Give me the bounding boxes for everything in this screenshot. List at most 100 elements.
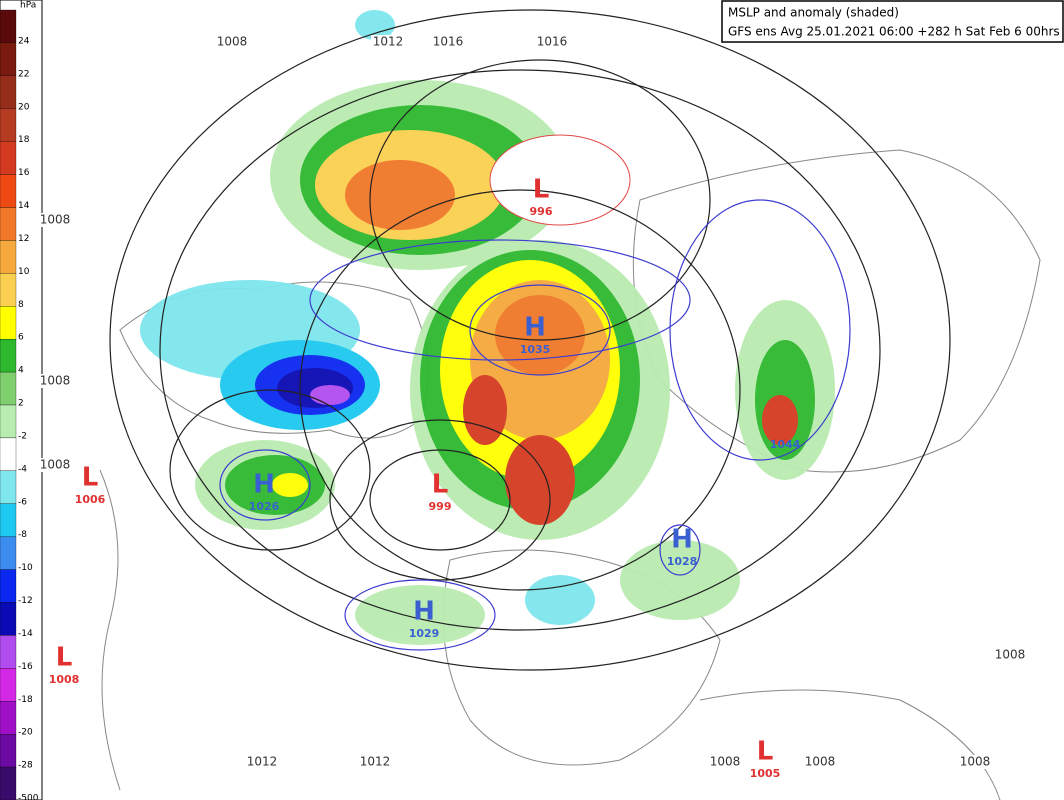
colorbar-label: -20 — [18, 728, 33, 738]
colorbar-swatch — [0, 536, 17, 570]
colorbar-swatch — [0, 371, 17, 406]
colorbar-swatch — [0, 602, 17, 636]
colorbar-label: -18 — [18, 695, 33, 705]
isobar-label: 1008 — [40, 213, 71, 227]
title: MSLP and anomaly (shaded) — [728, 6, 899, 20]
isobar-label: 1008 — [40, 374, 71, 388]
isobar-label-bg — [38, 458, 72, 472]
center-letter: L — [757, 737, 774, 767]
colorbar-label: -10 — [18, 563, 33, 573]
center-pressure: 1005 — [750, 767, 781, 780]
isobar-label-bg — [708, 755, 742, 769]
isobar-label: 1012 — [360, 755, 391, 769]
colorbar-label: -2 — [18, 431, 27, 441]
isobar-label-bg — [358, 755, 392, 769]
isobar-label-bg — [993, 648, 1027, 662]
title-box: MSLP and anomaly (shaded) GFS ens Avg 25… — [721, 0, 1064, 43]
isobar-label-bg — [371, 35, 405, 49]
center-letter: H — [413, 597, 435, 627]
colorbar-label: -8 — [18, 530, 27, 540]
colorbar-label: 4 — [18, 366, 24, 376]
colorbar-swatch — [0, 306, 17, 340]
isobar-label: 1016 — [537, 35, 568, 49]
colorbar-label: 16 — [18, 168, 30, 178]
colorbar-label: 12 — [18, 234, 29, 244]
colorbar-swatch — [0, 701, 17, 735]
center-letter: L — [56, 643, 73, 673]
colorbar-swatch — [0, 108, 17, 142]
center-letter: L — [533, 175, 550, 205]
isobar-label-bg — [38, 374, 72, 388]
colorbar-swatch — [0, 9, 17, 44]
center-letter: H — [253, 470, 275, 500]
center-letter: L — [82, 463, 99, 493]
colorbar-swatch — [0, 339, 17, 373]
center-pressure: 1044 — [770, 438, 801, 451]
isobars — [109, 9, 951, 671]
colorbar: hPa 24 22 20 18 16 14 12 10 8 6 4 2 -2 -4 -6 -8 -10 -12 -14… — [0, 0, 43, 800]
colorbar-label: 6 — [18, 333, 24, 343]
center-pressure: 1028 — [667, 555, 698, 568]
colorbar-swatch — [0, 668, 17, 702]
center-letter: H — [524, 313, 546, 343]
isobar-label-bg — [431, 35, 465, 49]
colorbar-swatch — [0, 569, 17, 603]
isobar-labels: 1008 1012 1016 1016 1012 1008 1008 1008 1008 1012… — [38, 7, 1027, 769]
center-pressure: 1006 — [75, 493, 106, 506]
isobar-label: 1016 — [433, 35, 464, 49]
isobar-label-bg — [535, 35, 569, 49]
blue-isobars — [219, 199, 851, 651]
isobar-label: 1008 — [710, 755, 741, 769]
colorbar-swatch — [0, 141, 17, 175]
colorbar-swatch — [0, 766, 17, 800]
colorbar-swatch — [0, 734, 17, 768]
colorbar-swatch — [0, 404, 17, 439]
isobar-label: 1008 — [995, 648, 1026, 662]
colorbar-swatch — [0, 503, 17, 537]
center-pressure: 1029 — [409, 627, 440, 640]
center-pressure: 999 — [429, 500, 452, 513]
colorbar-swatch — [0, 207, 17, 241]
pressure-centers: H1035H1026H1029H1028L996L999L1006L1008L1… — [49, 175, 801, 781]
isobar-label: 1012 — [247, 755, 278, 769]
colorbar-label: -6 — [18, 497, 27, 507]
subtitle: GFS ens Avg 25.01.2021 06:00 +282 h Sat … — [728, 25, 1060, 39]
center-pressure: 1026 — [249, 500, 280, 513]
colorbar-label: 14 — [18, 201, 30, 211]
center-pressure: 996 — [530, 205, 553, 218]
colorbar-swatch — [0, 437, 17, 471]
isobar-label: 1008 — [960, 755, 991, 769]
center-letter: H — [671, 525, 693, 555]
isobar-label-bg — [38, 213, 72, 227]
colorbar-unit: hPa — [20, 1, 36, 11]
colorbar-label: 10 — [18, 267, 30, 277]
colorbar-label: -14 — [18, 629, 33, 639]
isobar-label-bg — [958, 755, 992, 769]
isobar-label-bg — [215, 35, 249, 49]
isobar-label-bg — [245, 755, 279, 769]
colorbar-swatch — [0, 273, 17, 307]
isobar-label: 1008 — [805, 755, 836, 769]
colorbar-swatch — [0, 75, 17, 109]
center-pressure: 1035 — [520, 343, 551, 356]
colorbar-label: 22 — [18, 69, 29, 79]
colorbar-label: -4 — [18, 464, 27, 474]
colorbar-swatch — [0, 174, 17, 208]
colorbar-label: -12 — [18, 596, 33, 606]
colorbar-label: 24 — [18, 36, 30, 46]
isobar-label: 1008 — [40, 458, 71, 472]
center-letter: L — [432, 470, 449, 500]
colorbar-swatch — [0, 470, 17, 504]
colorbar-swatch — [0, 42, 17, 76]
isobar-label-bg — [803, 755, 837, 769]
center-pressure: 1008 — [49, 673, 80, 686]
colorbar-swatch — [0, 635, 17, 669]
colorbar-label: 20 — [18, 102, 30, 112]
colorbar-label: 18 — [18, 135, 30, 145]
isobar-label: 1008 — [217, 35, 248, 49]
isobar-label: 1012 — [373, 35, 404, 49]
colorbar-label: -16 — [18, 662, 33, 672]
colorbar-label: -28 — [18, 761, 33, 771]
